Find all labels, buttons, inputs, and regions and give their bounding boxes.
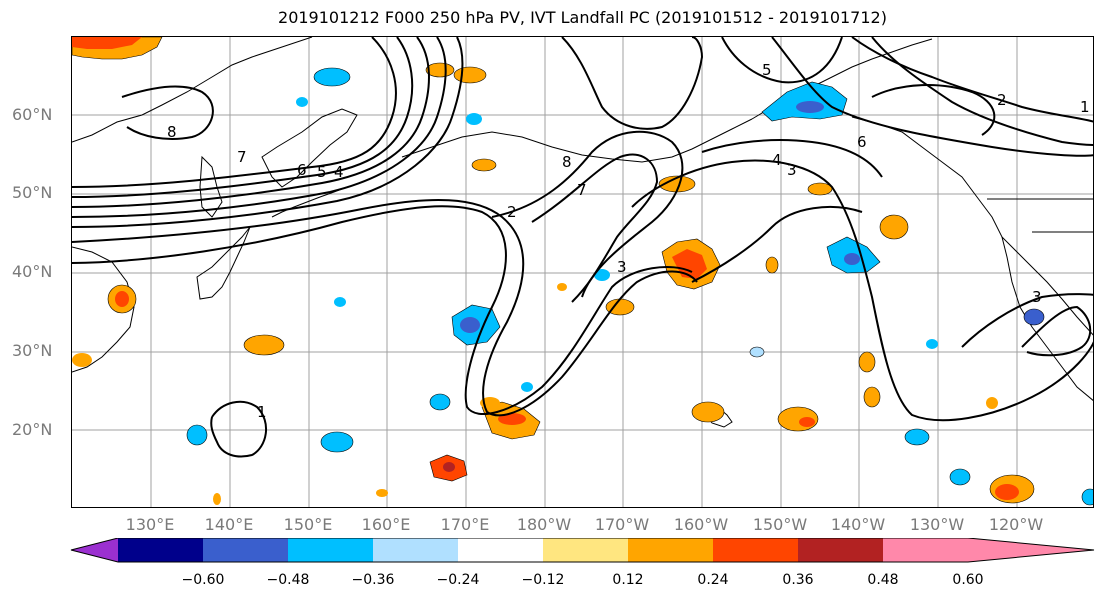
contour-label-3a: 3: [617, 258, 627, 276]
lon-label-130e: 130°E: [125, 515, 175, 534]
colorbar: [70, 538, 1095, 563]
lon-label-150w: 150°W: [752, 515, 808, 534]
lon-label-130w: 130°W: [909, 515, 965, 534]
contour-label-3c: 3: [1032, 288, 1042, 306]
colorbar-bin-6: [628, 538, 713, 562]
lon-label-140w: 140°W: [830, 515, 886, 534]
contour-label-1: 1: [257, 403, 267, 421]
colorbar-bin-5: [543, 538, 628, 562]
colorbar-tick-4: −0.12: [521, 572, 565, 588]
lat-label-60n: 60°N: [12, 105, 53, 124]
lat-label-50n: 50°N: [12, 183, 53, 202]
gridlines: [72, 37, 1093, 507]
colorbar-bin-4: [458, 538, 543, 562]
contour-label-8b: 8: [562, 153, 572, 171]
colorbar-tick-2: −0.36: [351, 572, 395, 588]
map-panel[interactable]: 1 8 7 6 5 4 3 2 7 8 5 6 4 3 2 3 1: [71, 36, 1094, 508]
colorbar-bin-7: [713, 538, 798, 562]
colorbar-tick-7: 0.36: [782, 572, 814, 588]
lon-label-150e: 150°E: [283, 515, 333, 534]
contour-label-7a: 7: [237, 148, 247, 166]
contour-label-7b: 7: [577, 181, 587, 199]
colorbar-bin-1: [203, 538, 288, 562]
pv-shading: [72, 37, 1093, 506]
lon-label-120w: 120°W: [988, 515, 1044, 534]
colorbar-bin-2: [288, 538, 373, 562]
lat-label-20n: 20°N: [12, 420, 53, 439]
lon-label-180w: 180°W: [516, 515, 572, 534]
lat-label-30n: 30°N: [12, 341, 53, 360]
contour-labels: 1 8 7 6 5 4 3 2 7 8 5 6 4 3 2 3 1: [167, 61, 1090, 421]
contour-label-2a: 2: [507, 203, 517, 221]
colorbar-bin-8: [798, 538, 883, 562]
colorbar-tick-6: 0.24: [697, 572, 729, 588]
lon-label-160e: 160°E: [361, 515, 411, 534]
colorbar-tick-9: 0.60: [952, 572, 984, 588]
colorbar-min-arrow: [71, 538, 118, 562]
contour-label-4b: 4: [772, 151, 782, 169]
map-title: 2019101212 F000 250 hPa PV, IVT Landfall…: [278, 8, 887, 27]
lon-label-140e: 140°E: [204, 515, 254, 534]
contour-label-8a: 8: [167, 123, 177, 141]
lon-label-160w: 160°W: [673, 515, 729, 534]
colorbar-bin-9: [883, 538, 968, 562]
colorbar-bin-0: [118, 538, 203, 562]
lon-label-170e: 170°E: [440, 515, 490, 534]
map-canvas: 1 8 7 6 5 4 3 2 7 8 5 6 4 3 2 3 1: [72, 37, 1093, 507]
colorbar-max-arrow: [968, 538, 1094, 562]
colorbar-tick-8: 0.48: [867, 572, 899, 588]
colorbar-tick-1: −0.48: [266, 572, 310, 588]
colorbar-bin-3: [373, 538, 458, 562]
contour-label-4a: 4: [334, 163, 344, 181]
contour-lines: [72, 37, 1093, 458]
lon-label-170w: 170°W: [594, 515, 650, 534]
contour-label-1b: 1: [1080, 98, 1090, 116]
contour-label-3b: 3: [787, 161, 797, 179]
contour-label-5a: 5: [317, 163, 327, 181]
contour-label-2b: 2: [997, 91, 1007, 109]
colorbar-tick-5: 0.12: [612, 572, 644, 588]
colorbar-tick-3: −0.24: [436, 572, 480, 588]
contour-label-6b: 6: [857, 133, 867, 151]
colorbar-tick-0: −0.60: [181, 572, 225, 588]
lat-label-40n: 40°N: [12, 262, 53, 281]
contour-label-5b: 5: [762, 61, 772, 79]
contour-label-6a: 6: [297, 161, 307, 179]
